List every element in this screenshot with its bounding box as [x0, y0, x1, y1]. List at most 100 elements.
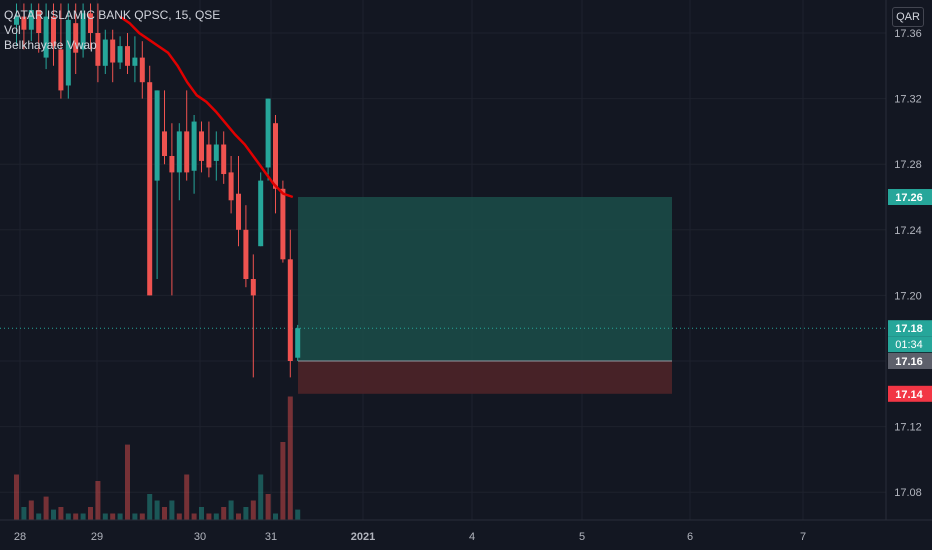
price-badge: 17.26 — [888, 189, 932, 205]
volume-bar — [51, 509, 56, 520]
candle-body — [176, 131, 182, 173]
candle-body — [102, 39, 108, 66]
candle-body — [213, 144, 219, 161]
volume-bar — [117, 513, 123, 520]
price-badge-label: 17.26 — [895, 192, 923, 204]
volume-bar — [102, 513, 108, 520]
time-tick-label: 5 — [579, 531, 585, 543]
volume-bar — [14, 474, 19, 520]
candle-body — [154, 90, 160, 181]
volume-bar — [139, 513, 145, 520]
candle-body — [147, 82, 153, 296]
price-tick-label: 17.24 — [894, 225, 922, 237]
price-badge-bg — [888, 189, 932, 205]
time-tick-label: 30 — [194, 531, 206, 543]
price-tick-label: 17.12 — [894, 422, 922, 434]
candle-body — [273, 123, 278, 189]
volume-bar — [110, 513, 116, 520]
time-tick-label: 29 — [91, 531, 103, 543]
target-zone — [298, 197, 672, 361]
volume-bar — [280, 442, 286, 520]
volume-bar — [28, 500, 34, 520]
time-tick-label: 4 — [469, 531, 475, 543]
time-tick-label: 6 — [687, 531, 693, 543]
volume-bar — [73, 513, 79, 520]
candle-body — [51, 16, 56, 47]
price-tick-label: 17.32 — [894, 94, 922, 106]
chart-legend: QATAR ISLAMIC BANK QPSC, 15, QSE Vol Bel… — [4, 8, 220, 53]
price-badge-bg — [888, 320, 932, 337]
price-badge-label: 17.18 — [895, 323, 923, 335]
volume-bar — [199, 507, 204, 520]
candle-body — [169, 156, 175, 173]
countdown-badge-bg — [888, 336, 932, 353]
price-badge-bg — [888, 385, 932, 402]
volume-bar — [176, 513, 182, 520]
volume-bar — [287, 396, 293, 520]
candle-body — [287, 259, 293, 361]
candle-body — [139, 57, 145, 83]
price-tick-label: 17.08 — [894, 487, 922, 499]
price-axis — [886, 0, 932, 520]
candle-body — [228, 172, 234, 201]
price-tick-label: 17.28 — [894, 159, 922, 171]
candles — [14, 3, 301, 378]
vwap-line — [119, 15, 294, 199]
stop-zone — [298, 361, 672, 394]
candle-body — [191, 121, 197, 171]
price-tick-label: 17.36 — [894, 28, 922, 40]
candle-body — [28, 10, 34, 30]
candle-body — [199, 131, 204, 161]
candle-body — [280, 188, 286, 260]
volume-bar — [162, 507, 167, 520]
volume-bar — [250, 500, 256, 520]
volume-bar — [43, 496, 49, 520]
candle-body — [250, 279, 256, 296]
price-badge: 17.16 — [888, 353, 932, 369]
currency-badge[interactable]: QAR — [892, 7, 924, 27]
symbol-title[interactable]: QATAR ISLAMIC BANK QPSC, 15, QSE — [4, 8, 221, 22]
volume-bar — [169, 500, 175, 520]
candle-body — [21, 16, 27, 30]
candle-body — [65, 19, 71, 86]
countdown-label: 01:34 — [895, 339, 923, 351]
candle-body — [258, 180, 264, 247]
price-badge: 17.18 01:34 — [888, 320, 932, 353]
time-tick-label: 7 — [800, 531, 806, 543]
volume-bar — [147, 494, 153, 520]
volume-bar — [228, 500, 234, 520]
volume-bar — [125, 444, 130, 520]
volume-bar — [88, 507, 93, 520]
candle-body — [295, 328, 301, 358]
time-tick-label: 2021 — [351, 531, 375, 543]
volume-bars — [14, 396, 301, 520]
candle-body — [125, 46, 130, 66]
volume-bar — [65, 513, 71, 520]
volume-bar — [80, 513, 86, 520]
volume-bar — [265, 494, 271, 520]
vwap-indicator-label[interactable]: Belkhayate Vwap — [4, 38, 97, 52]
candle-body — [110, 39, 116, 63]
price-badge-label: 17.14 — [895, 389, 923, 401]
candle-body — [221, 144, 227, 175]
candle-body — [80, 13, 86, 50]
volume-bar — [213, 513, 219, 520]
volume-bar — [191, 513, 197, 520]
candle-body — [36, 10, 42, 33]
volume-bar — [36, 513, 42, 520]
candle-body — [117, 46, 123, 63]
candle-body — [132, 57, 138, 66]
price-badge-label: 17.16 — [895, 356, 923, 368]
volume-bar — [295, 509, 301, 520]
volume-bar — [184, 474, 190, 520]
candle-body — [73, 23, 79, 53]
candle-body — [88, 13, 93, 33]
volume-bar — [258, 474, 264, 520]
candle-body — [236, 193, 241, 230]
price-badge: 17.14 — [888, 385, 932, 402]
volume-bar — [58, 507, 64, 520]
candle-body — [265, 98, 271, 168]
volume-indicator-label[interactable]: Vol — [4, 23, 21, 37]
volume-bar — [95, 481, 101, 520]
